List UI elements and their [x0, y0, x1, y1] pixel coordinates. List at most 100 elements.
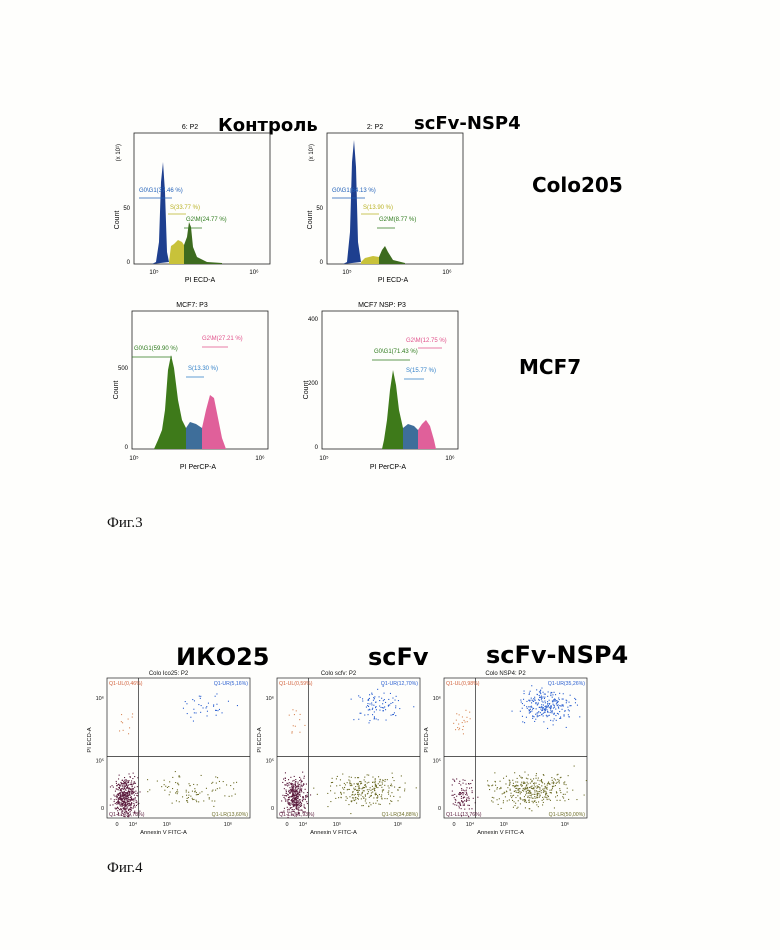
event-dot	[117, 801, 118, 802]
event-dot	[469, 805, 470, 806]
dotplot-scfv-nsp4: Colo NSP4: P2Q1-UL(0,98%)Q1-UR(35,26%)Q1…	[422, 668, 592, 840]
event-dot	[556, 792, 557, 793]
event-dot	[489, 786, 490, 787]
event-dot	[355, 797, 356, 798]
dotplot-title: Colo NSP4: P2	[485, 671, 526, 677]
event-dot	[362, 701, 363, 702]
event-dot	[463, 783, 464, 784]
event-dot	[540, 795, 541, 796]
event-dot	[337, 776, 338, 777]
y-tick-500: 500	[118, 366, 129, 372]
event-dot	[544, 712, 545, 713]
event-dot	[301, 785, 302, 786]
event-dot	[542, 800, 543, 801]
event-dot	[548, 796, 549, 797]
event-dot	[196, 801, 197, 802]
event-dot	[469, 712, 470, 713]
gate-g2m-label: G2\M(24.77 %)	[186, 217, 227, 223]
event-dot	[570, 695, 571, 696]
event-dot	[539, 715, 540, 716]
event-dot	[522, 777, 523, 778]
event-dot	[175, 782, 176, 783]
event-dot	[465, 794, 466, 795]
event-dot	[213, 806, 214, 807]
event-dot	[365, 796, 366, 797]
event-dot	[545, 709, 546, 710]
event-dot	[382, 791, 383, 792]
event-dot	[518, 792, 519, 793]
event-dot	[558, 781, 559, 782]
event-dot	[285, 795, 286, 796]
event-dot	[289, 803, 290, 804]
event-dot	[327, 793, 328, 794]
event-dot	[290, 777, 291, 778]
event-dot	[383, 710, 384, 711]
event-dot	[539, 787, 540, 788]
event-dot	[299, 732, 300, 733]
event-dot	[564, 714, 565, 715]
y-tick-label: 10⁶	[266, 695, 274, 702]
event-dot	[190, 717, 191, 718]
event-dot	[364, 790, 365, 791]
event-dot	[286, 784, 287, 785]
event-dot	[331, 782, 332, 783]
peak-g0g1	[154, 355, 188, 449]
event-dot	[305, 789, 306, 790]
event-dot	[217, 788, 218, 789]
event-dot	[110, 786, 111, 787]
event-dot	[338, 797, 339, 798]
peak-g0g1	[382, 370, 406, 449]
event-dot	[525, 789, 526, 790]
event-dot	[209, 798, 210, 799]
event-dot	[547, 785, 548, 786]
event-dot	[351, 777, 352, 778]
event-dot	[118, 778, 119, 779]
event-dot	[467, 805, 468, 806]
event-dot	[359, 787, 360, 788]
event-dot	[128, 785, 129, 786]
event-dot	[129, 799, 130, 800]
event-dot	[465, 722, 466, 723]
event-dot	[540, 712, 541, 713]
event-dot	[236, 782, 237, 783]
event-dot	[203, 707, 204, 708]
event-dot	[372, 709, 373, 710]
event-dot	[537, 787, 538, 788]
event-dot	[168, 786, 169, 787]
event-dot	[197, 784, 198, 785]
event-dot	[541, 704, 542, 705]
event-dot	[365, 799, 366, 800]
event-dot	[359, 788, 360, 789]
event-dot	[365, 785, 366, 786]
x-tick-label: 10⁶	[394, 821, 402, 828]
event-dot	[304, 725, 305, 726]
event-dot	[216, 693, 217, 694]
event-dot	[196, 800, 197, 801]
event-dot	[537, 715, 538, 716]
event-dot	[306, 784, 307, 785]
event-dot	[362, 698, 363, 699]
event-dot	[121, 804, 122, 805]
x-axis-label: Annexin V FITC-A	[310, 830, 357, 836]
event-dot	[164, 784, 165, 785]
event-dot	[128, 799, 129, 800]
event-dot	[201, 791, 202, 792]
event-dot	[291, 786, 292, 787]
event-dot	[292, 791, 293, 792]
event-dot	[552, 694, 553, 695]
event-dot	[528, 790, 529, 791]
event-dot	[378, 804, 379, 805]
event-dot	[527, 797, 528, 798]
event-dot	[398, 700, 399, 701]
event-dot	[216, 704, 217, 705]
event-dot	[543, 792, 544, 793]
event-dot	[467, 795, 468, 796]
event-dot	[557, 702, 558, 703]
event-dot	[515, 786, 516, 787]
event-dot	[284, 788, 285, 789]
event-dot	[396, 696, 397, 697]
event-dot	[118, 784, 119, 785]
event-dot	[299, 800, 300, 801]
event-dot	[511, 793, 512, 794]
event-dot	[543, 705, 544, 706]
